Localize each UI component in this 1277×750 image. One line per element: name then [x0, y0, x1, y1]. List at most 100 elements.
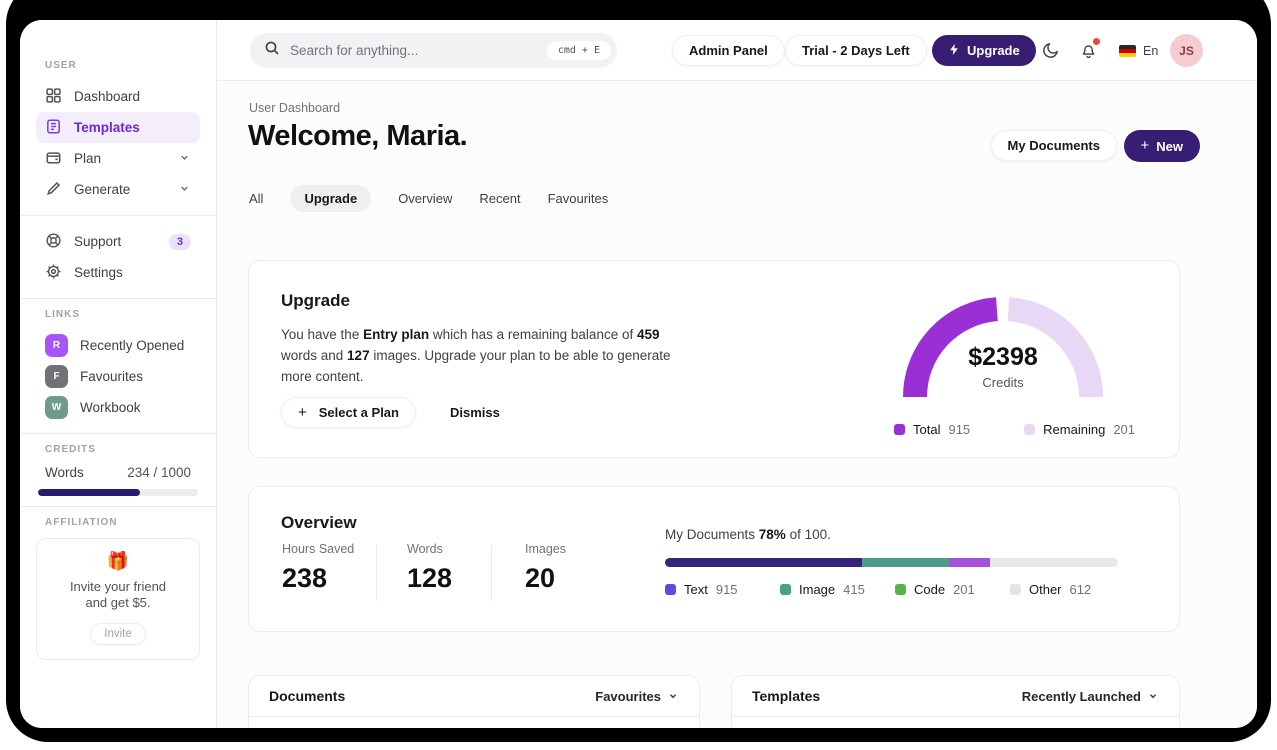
- grid-dashboard-icon: [45, 87, 62, 107]
- trial-days-left-button[interactable]: Trial - 2 Days Left: [785, 35, 927, 66]
- credits-words-row: Words 234 / 1000: [36, 465, 200, 480]
- search-shortcut-hint: cmd + E: [546, 41, 611, 60]
- flag-stripe: [1119, 45, 1136, 49]
- gauge-subtitle: Credits: [982, 375, 1024, 390]
- link-initial-badge: F: [45, 365, 68, 388]
- legend-label: Other: [1029, 582, 1062, 597]
- legend-swatch: [665, 584, 676, 595]
- sidebar-item-plan[interactable]: Plan: [36, 143, 200, 174]
- upgrade-card-body: You have the Entry plan which has a rema…: [281, 325, 679, 388]
- sidebar-item-generate[interactable]: Generate: [36, 174, 200, 205]
- templates-filter-dropdown[interactable]: Recently Launched: [1022, 689, 1159, 704]
- legend-swatch: [1024, 424, 1036, 435]
- legend-item-text: Text 915: [665, 582, 780, 597]
- body-text: You have the: [281, 327, 364, 342]
- stat-images: Images 20: [525, 542, 566, 594]
- body-text: words and: [281, 347, 348, 363]
- tab-upgrade[interactable]: Upgrade: [290, 185, 372, 212]
- my-documents-button[interactable]: My Documents: [990, 130, 1117, 161]
- page-title: Welcome, Maria.: [248, 120, 468, 152]
- upgrade-card-title: Upgrade: [281, 291, 350, 310]
- flag-stripe: [1119, 53, 1136, 57]
- pencil-icon: [45, 180, 62, 200]
- sidebar-link-favourites[interactable]: F Favourites: [36, 361, 200, 392]
- template-list-item[interactable]: Blog Post Title in Workbook: [732, 717, 1179, 728]
- body-text: images. Upgrade your plan to be able to …: [281, 347, 671, 384]
- plus-icon: +: [298, 403, 307, 421]
- notification-dot: [1093, 38, 1100, 45]
- german-flag-icon[interactable]: [1119, 45, 1136, 57]
- overview-card: Overview Hours Saved 238 Words 128 Image…: [248, 486, 1180, 632]
- stat-divider: [376, 545, 377, 601]
- credits-value: 234 / 1000: [127, 465, 191, 480]
- sidebar-link-workbook[interactable]: W Workbook: [36, 392, 200, 423]
- select-a-plan-button[interactable]: + Select a Plan: [281, 397, 416, 428]
- body-text: which has a remaining balance of: [429, 327, 637, 342]
- sidebar-item-label: Settings: [74, 265, 123, 280]
- link-label: Recently Opened: [80, 338, 185, 353]
- link-label: Favourites: [80, 369, 144, 384]
- sidebar-link-recently-opened[interactable]: R Recently Opened: [36, 330, 200, 361]
- tab-recent[interactable]: Recent: [479, 191, 521, 206]
- new-button-label: New: [1156, 138, 1183, 154]
- upgrade-button[interactable]: Upgrade: [932, 35, 1036, 66]
- main-area: Search for anything... cmd + E Admin Pan…: [217, 20, 1257, 728]
- language-selector[interactable]: En: [1143, 44, 1159, 58]
- progress-percent: 78%: [758, 527, 786, 542]
- dismiss-button[interactable]: Dismiss: [449, 405, 500, 420]
- admin-panel-button[interactable]: Admin Panel: [672, 35, 785, 66]
- legend-item-other: Other 612: [1010, 582, 1125, 597]
- tab-overview[interactable]: Overview: [398, 191, 453, 206]
- legend-item-image: Image 415: [780, 582, 895, 597]
- search-input[interactable]: Search for anything... cmd + E: [250, 33, 617, 68]
- sidebar-divider: [20, 298, 216, 299]
- affiliation-text-line1: Invite your friend: [69, 578, 167, 594]
- stat-value: 238: [282, 563, 328, 593]
- bar-segment-code: [949, 558, 991, 567]
- sidebar-item-dashboard[interactable]: Dashboard: [36, 81, 200, 112]
- link-initial-badge: R: [45, 334, 68, 357]
- new-button[interactable]: + New: [1123, 130, 1200, 162]
- legend-swatch: [780, 584, 791, 595]
- sidebar-divider: [20, 506, 216, 507]
- user-avatar[interactable]: JS: [1170, 34, 1203, 67]
- invite-button[interactable]: Invite: [90, 623, 146, 646]
- documents-bar-legend: Text 915 Image 415 Code 201: [665, 582, 1125, 597]
- legend-label: Image: [799, 582, 836, 597]
- dark-mode-moon-icon[interactable]: [1041, 41, 1061, 61]
- sidebar-item-templates[interactable]: Templates: [36, 112, 200, 143]
- legend-value: 612: [1069, 582, 1092, 597]
- documents-progress-label: My Documents 78% of 100.: [665, 527, 831, 542]
- link-initial-badge: W: [45, 396, 68, 419]
- documents-card: Documents Favourites Untitled Document i…: [248, 675, 700, 728]
- notifications-bell-icon[interactable]: [1079, 38, 1100, 61]
- filter-tabs: All Upgrade Overview Recent Favourites: [249, 185, 608, 212]
- sidebar-item-label: Templates: [74, 120, 140, 135]
- sidebar-section-links: LINKS: [45, 309, 80, 320]
- documents-card-title: Documents: [269, 688, 346, 704]
- sidebar-section-user: USER: [45, 60, 77, 71]
- body-bold: Entry plan: [363, 327, 430, 342]
- sidebar-item-settings[interactable]: Settings: [36, 257, 200, 288]
- legend-item-code: Code 201: [895, 582, 1010, 597]
- bar-segment-other: [990, 558, 1118, 567]
- sidebar-item-support[interactable]: Support 3: [36, 226, 200, 257]
- overview-card-title: Overview: [281, 513, 357, 532]
- document-list-item[interactable]: Untitled Document in Workbook: [249, 717, 699, 728]
- tab-all[interactable]: All: [249, 191, 264, 206]
- bar-segment-image: [862, 558, 950, 567]
- gauge-value: $2398: [968, 343, 1038, 371]
- gauge-total-arc: [903, 297, 999, 398]
- sidebar-item-label: Support: [74, 234, 122, 249]
- affiliation-text: Invite your friend and get $5.: [47, 579, 189, 612]
- tab-favourites[interactable]: Favourites: [547, 191, 609, 206]
- wallet-icon: [45, 149, 62, 169]
- legend-label: Code: [914, 582, 946, 597]
- credits-gauge-chart: $2398 Credits: [890, 285, 1116, 409]
- documents-filter-dropdown[interactable]: Favourites: [595, 689, 679, 704]
- content-area: User Dashboard Welcome, Maria. My Docume…: [217, 81, 1257, 728]
- progress-text: of 100.: [785, 527, 831, 542]
- flag-stripe: [1119, 49, 1136, 53]
- body-bold: 127: [347, 347, 370, 363]
- bar-segment-text: [665, 558, 863, 567]
